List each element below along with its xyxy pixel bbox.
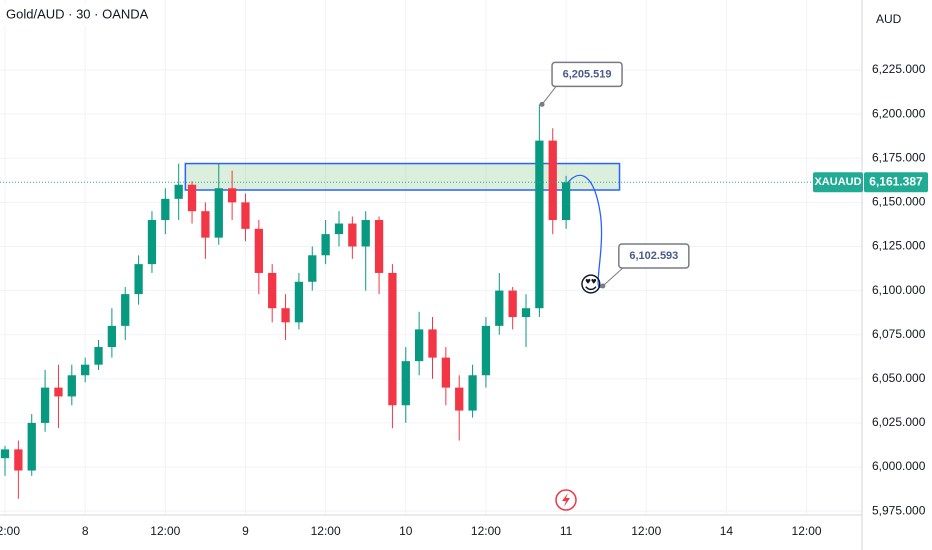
event-icon[interactable] (555, 489, 577, 511)
candle-body (308, 255, 317, 282)
candle-body (121, 294, 130, 326)
callout-label: 6,205.519 (563, 68, 612, 80)
candle-body (81, 364, 90, 376)
candle-body (401, 361, 410, 406)
candle-body (388, 272, 397, 406)
emoji: 😍 (579, 272, 602, 297)
zone (184, 162, 621, 191)
callout-box (618, 243, 690, 269)
candle-body (428, 329, 437, 358)
candle-body (174, 184, 183, 199)
candle-body (535, 140, 544, 309)
x-tick-label: 12:00 (792, 524, 822, 538)
candle-body (548, 140, 557, 221)
price-tag (864, 172, 928, 193)
y-tick-label: 6,200.000 (872, 106, 926, 120)
x-tick-label: 12:00 (471, 524, 501, 538)
x-tick-label: 12:00 (0, 524, 20, 538)
currency-label: AUD (876, 12, 902, 26)
candle-body (281, 308, 290, 323)
candle-body (201, 211, 210, 238)
candle-body (334, 223, 344, 235)
candle-body (94, 347, 103, 365)
candle-body (227, 188, 237, 203)
y-tick-label: 6,075.000 (872, 327, 926, 341)
candle-body (415, 329, 424, 362)
x-tick-label: 12:00 (631, 524, 661, 538)
callout-point (600, 283, 606, 289)
symbol-tag (813, 172, 863, 193)
y-tick-label: 6,175.000 (872, 150, 926, 164)
projection-path (567, 174, 604, 289)
candle-body (27, 422, 36, 471)
candle-body (187, 184, 197, 212)
y-tick-label: 6,125.000 (872, 239, 926, 253)
y-tick-label: 6,000.000 (872, 459, 926, 473)
candle-body (14, 449, 23, 471)
x-tick-label: 8 (82, 524, 89, 538)
y-tick-label: 5,975.000 (872, 503, 926, 517)
y-tick-label: 6,025.000 (872, 415, 926, 429)
candle-body (455, 387, 464, 411)
callout-box (551, 61, 623, 88)
price-label: 6,161.387 (869, 174, 923, 188)
candle-body (441, 357, 451, 388)
y-tick-label: 6,150.000 (872, 195, 926, 209)
callout-label: 6,102.593 (629, 250, 678, 262)
candle-body (521, 308, 531, 318)
y-tick-label: 6,100.000 (872, 283, 926, 297)
candle-body (54, 387, 63, 397)
candle-body (134, 264, 143, 295)
y-tick-label: 6,050.000 (872, 371, 926, 385)
x-tick-label: 9 (242, 524, 249, 538)
callout-point (539, 101, 545, 107)
x-tick-label: 12:00 (311, 524, 341, 538)
candle-body (481, 325, 491, 376)
candle-body (374, 220, 384, 273)
candle-body (214, 188, 223, 238)
candle-body (561, 182, 571, 221)
candle-body (107, 325, 117, 348)
candle-body (147, 220, 157, 265)
candle-body (361, 220, 370, 247)
x-tick-label: 14 (720, 524, 734, 538)
candle-body (508, 290, 517, 318)
candle-body (348, 223, 357, 247)
x-tick-label: 12:00 (150, 524, 180, 538)
candle-body (0, 449, 10, 459)
title-bg (0, 4, 150, 26)
chart-title: Gold/AUD · 30 · OANDA (6, 6, 149, 21)
x-tick-label: 10 (399, 524, 413, 538)
x-tick-label: 11 (560, 524, 573, 538)
candle-body (161, 198, 170, 221)
candle-body (468, 375, 477, 411)
candle-body (268, 272, 277, 309)
symbol-label: XAUAUD (814, 176, 861, 188)
candle-body (40, 387, 50, 423)
candle-body (241, 202, 250, 229)
candle-body (321, 234, 330, 256)
callout-leader (541, 86, 557, 105)
candle-body (67, 375, 76, 397)
candle-body (294, 281, 304, 323)
y-tick-label: 6,225.000 (872, 62, 926, 76)
candle-body (254, 228, 263, 273)
callout-leader (602, 267, 624, 287)
candle-body (495, 290, 504, 326)
